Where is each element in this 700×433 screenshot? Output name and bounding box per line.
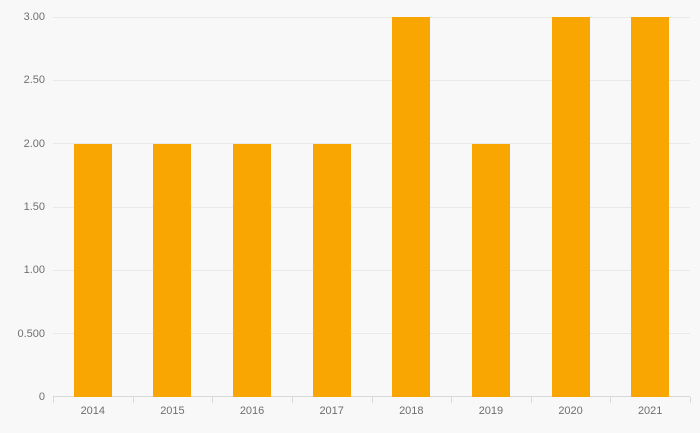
bar-2021[interactable] — [631, 17, 670, 397]
x-axis-label: 2015 — [160, 405, 185, 417]
y-axis-label: 0 — [38, 391, 45, 403]
x-axis-label: 2017 — [319, 405, 344, 417]
x-axis-label: 2021 — [637, 405, 663, 417]
x-axis-tick — [690, 397, 691, 403]
bar-2018[interactable] — [392, 17, 431, 397]
gridline — [53, 333, 690, 335]
y-axis-label: 1.00 — [23, 264, 45, 277]
x-axis-label: 2014 — [80, 405, 106, 417]
x-axis-tick — [212, 397, 214, 403]
x-axis-tick — [132, 397, 134, 403]
gridline — [53, 269, 690, 271]
bar-2017[interactable] — [312, 143, 351, 397]
x-axis-label: 2019 — [478, 405, 504, 417]
y-axis-label: 3.00 — [23, 11, 45, 23]
bar-2014[interactable] — [73, 143, 112, 397]
x-axis-tick — [530, 397, 532, 403]
bar-2019[interactable] — [471, 143, 510, 397]
x-axis-label: 2018 — [399, 405, 424, 417]
x-axis-tick — [371, 397, 373, 403]
gridline — [53, 206, 690, 208]
x-axis-line — [53, 396, 690, 397]
gridline — [53, 16, 690, 18]
bar-2015[interactable] — [153, 143, 192, 397]
x-axis-tick — [451, 397, 453, 403]
bar-2020[interactable] — [551, 17, 590, 397]
y-axis-label: 2.00 — [23, 137, 45, 150]
x-axis-tick — [291, 397, 293, 403]
x-axis-tick — [53, 397, 54, 403]
y-axis-label: 0.500 — [17, 327, 45, 340]
x-axis-label: 2020 — [558, 405, 583, 417]
gridline — [53, 79, 690, 81]
y-axis-label: 2.50 — [23, 74, 45, 87]
bar-2016[interactable] — [233, 143, 272, 397]
plot-area — [53, 16, 690, 397]
x-axis-tick — [610, 397, 612, 403]
x-axis-label: 2016 — [239, 405, 265, 417]
y-axis-label: 1.50 — [23, 201, 45, 213]
gridline — [53, 143, 690, 145]
